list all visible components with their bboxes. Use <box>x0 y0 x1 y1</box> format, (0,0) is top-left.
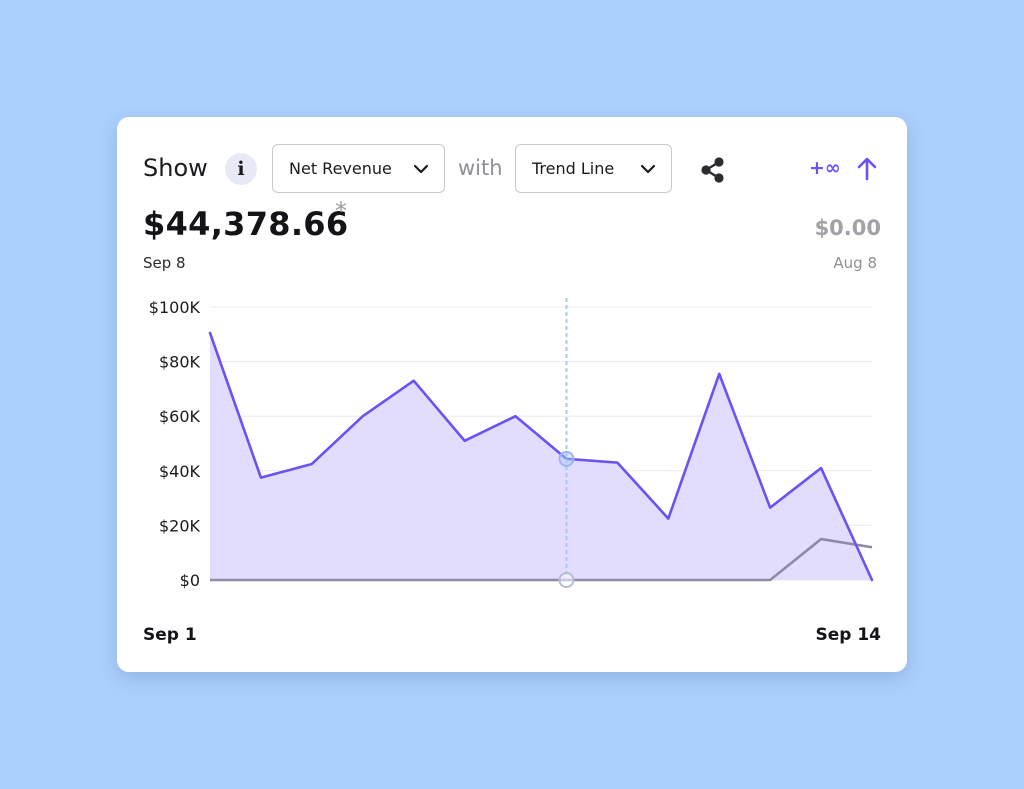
chevron-down-icon <box>640 164 656 174</box>
chart-toolbar: Show i Net Revenue with Trend Line +∞ <box>117 117 907 217</box>
metric-select[interactable]: Net Revenue <box>272 144 445 193</box>
y-tick-label: $0 <box>180 571 200 590</box>
hover-point-comparison <box>558 572 575 588</box>
comparison-date: Aug 8 <box>833 254 877 272</box>
asterisk-note: * <box>335 197 347 225</box>
net-revenue-line <box>208 331 874 582</box>
show-label: Show <box>143 154 208 182</box>
y-axis-ticks: $0 $20K $40K $60K $80K $100K <box>149 298 201 590</box>
change-percentage: +∞ <box>809 157 841 179</box>
y-tick-label: $20K <box>159 516 201 535</box>
chevron-down-icon <box>413 164 429 174</box>
y-tick-label: $80K <box>159 353 201 372</box>
with-label: with <box>458 156 503 180</box>
revenue-area <box>210 332 872 580</box>
y-tick-label: $60K <box>159 407 201 426</box>
hover-point <box>558 450 575 467</box>
x-axis-ticks: Sep 1 Sep 14 <box>143 625 881 645</box>
x-tick-label: Sep 1 <box>143 625 197 645</box>
y-tick-label: $100K <box>149 298 201 317</box>
hover-indicator <box>558 298 575 588</box>
primary-date: Sep 8 <box>143 254 186 272</box>
x-tick-label: Sep 14 <box>815 625 881 645</box>
comparison-value: $0.00 <box>814 216 881 240</box>
share-icon[interactable] <box>698 155 728 185</box>
y-tick-label: $40K <box>159 462 201 481</box>
revenue-chart[interactable]: $0 $20K $40K $60K $80K $100K Sep 1 Sep 14 <box>117 117 907 672</box>
metric-select-value: Net Revenue <box>289 159 392 178</box>
chart-series <box>208 331 874 582</box>
comparison-select-value: Trend Line <box>532 159 615 178</box>
arrow-up-icon <box>857 157 877 181</box>
trend-line-series <box>210 537 873 582</box>
comparison-select[interactable]: Trend Line <box>515 144 672 193</box>
primary-value: $44,378.66 <box>143 205 349 243</box>
info-icon[interactable]: i <box>225 153 257 185</box>
revenue-card: Show i Net Revenue with Trend Line +∞ <box>117 117 907 672</box>
